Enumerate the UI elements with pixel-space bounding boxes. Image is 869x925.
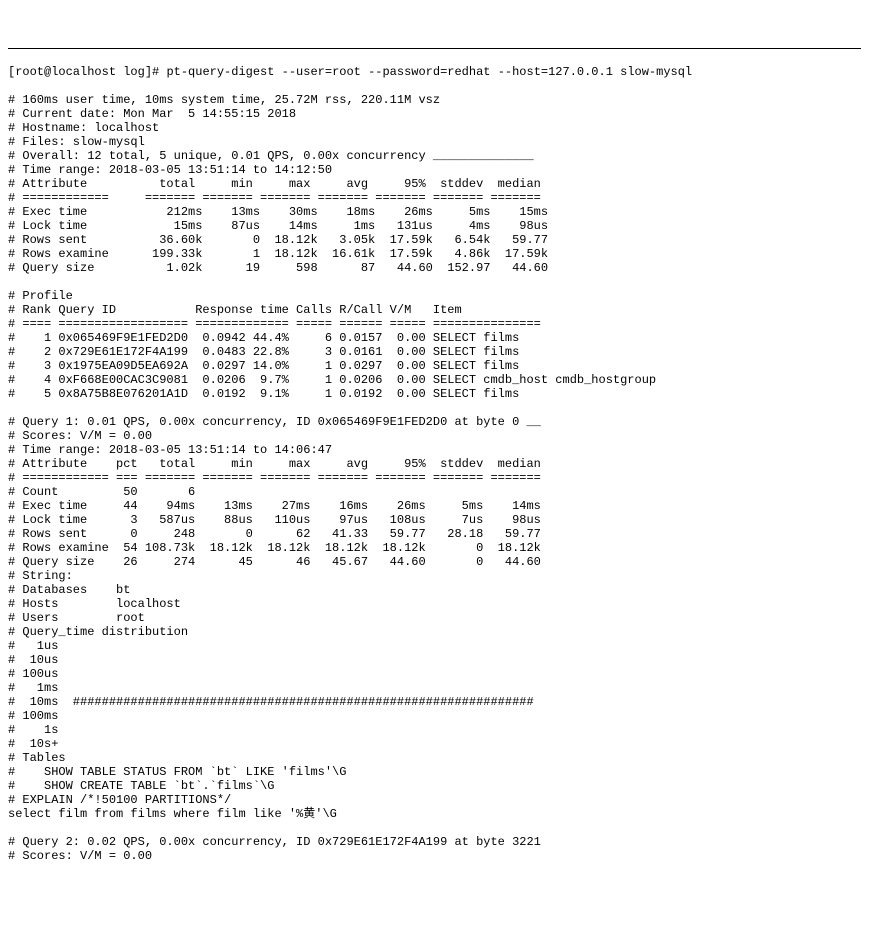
attr-header: # Attribute total min max avg 95% stddev… [8,177,541,191]
q1-explain: # EXPLAIN /*!50100 PARTITIONS*/ [8,793,231,807]
q1-exec: # Exec time 44 94ms 13ms 27ms 16ms 26ms … [8,499,541,513]
usage-line: # 160ms user time, 10ms system time, 25.… [8,93,440,107]
shell-prompt: [root@localhost log]# [8,65,166,79]
profile-row: # 5 0x8A75B8E076201A1D 0.0192 9.1% 1 0.0… [8,387,519,401]
attr-qsize: # Query size 1.02k 19 598 87 44.60 152.9… [8,261,548,275]
q1-db: # Databases bt [8,583,130,597]
attr-exec: # Exec time 212ms 13ms 30ms 18ms 26ms 5m… [8,205,548,219]
profile-row: # 2 0x729E61E172F4A199 0.0483 22.8% 3 0.… [8,345,519,359]
q1-tables: # Tables [8,751,66,765]
q1-count: # Count 50 6 [8,485,195,499]
timerange-line: # Time range: 2018-03-05 13:51:14 to 14:… [8,163,332,177]
profile-title: # Profile [8,289,73,303]
hostname-line: # Hostname: localhost [8,121,159,135]
q1-dist-1s: # 1s [8,723,58,737]
profile-head: # Rank Query ID Response time Calls R/Ca… [8,303,462,317]
q1-dist-100ms: # 100ms [8,709,58,723]
q1-title: # Query 1: 0.01 QPS, 0.00x concurrency, … [8,415,541,429]
overall-line: # Overall: 12 total, 5 unique, 0.01 QPS,… [8,149,534,163]
q1-dist-1us: # 1us [8,639,58,653]
q1-timerange: # Time range: 2018-03-05 13:51:14 to 14:… [8,443,332,457]
q1-attr-div: # ============ === ======= ======= =====… [8,471,541,485]
profile-row: # 1 0x065469F9E1FED2D0 0.0942 44.4% 6 0.… [8,331,519,345]
q1-scores: # Scores: V/M = 0.00 [8,429,152,443]
q1-string: # String: [8,569,73,583]
attr-lock: # Lock time 15ms 87us 14ms 1ms 131us 4ms… [8,219,548,233]
q1-select: select film from films where film like '… [8,807,337,821]
q1-hosts: # Hosts localhost [8,597,181,611]
profile-row: # 3 0x1975EA09D5EA692A 0.0297 14.0% 1 0.… [8,359,519,373]
q1-attr-head: # Attribute pct total min max avg 95% st… [8,457,541,471]
q2-scores: # Scores: V/M = 0.00 [8,849,152,863]
date-line: # Current date: Mon Mar 5 14:55:15 2018 [8,107,296,121]
q1-dist-10us: # 10us [8,653,58,667]
q1-users: # Users root [8,611,145,625]
profile-row: # 4 0xF668E00CAC3C9081 0.0206 9.7% 1 0.0… [8,373,656,387]
q1-dist-1ms: # 1ms [8,681,58,695]
q1-dist-10ms: # 10ms #################################… [8,695,534,709]
q2-title: # Query 2: 0.02 QPS, 0.00x concurrency, … [8,835,541,849]
attr-sent: # Rows sent 36.60k 0 18.12k 3.05k 17.59k… [8,233,548,247]
terminal-output: [root@localhost log]# pt-query-digest --… [8,65,861,863]
q1-dist-10s: # 10s+ [8,737,58,751]
q1-qsize: # Query size 26 274 45 46 45.67 44.60 0 … [8,555,541,569]
attr-div: # ============ ======= ======= ======= =… [8,191,541,205]
q1-exam: # Rows examine 54 108.73k 18.12k 18.12k … [8,541,541,555]
q1-lock: # Lock time 3 587us 88us 110us 97us 108u… [8,513,541,527]
attr-exam: # Rows examine 199.33k 1 18.12k 16.61k 1… [8,247,548,261]
q1-show1: # SHOW TABLE STATUS FROM `bt` LIKE 'film… [8,765,346,779]
q1-dist-100us: # 100us [8,667,58,681]
command-text: pt-query-digest --user=root --password=r… [166,65,692,79]
files-line: # Files: slow-mysql [8,135,145,149]
profile-div: # ==== ================== ============= … [8,317,541,331]
q1-qtdist: # Query_time distribution [8,625,188,639]
q1-sent: # Rows sent 0 248 0 62 41.33 59.77 28.18… [8,527,541,541]
q1-show2: # SHOW CREATE TABLE `bt`.`films`\G [8,779,274,793]
